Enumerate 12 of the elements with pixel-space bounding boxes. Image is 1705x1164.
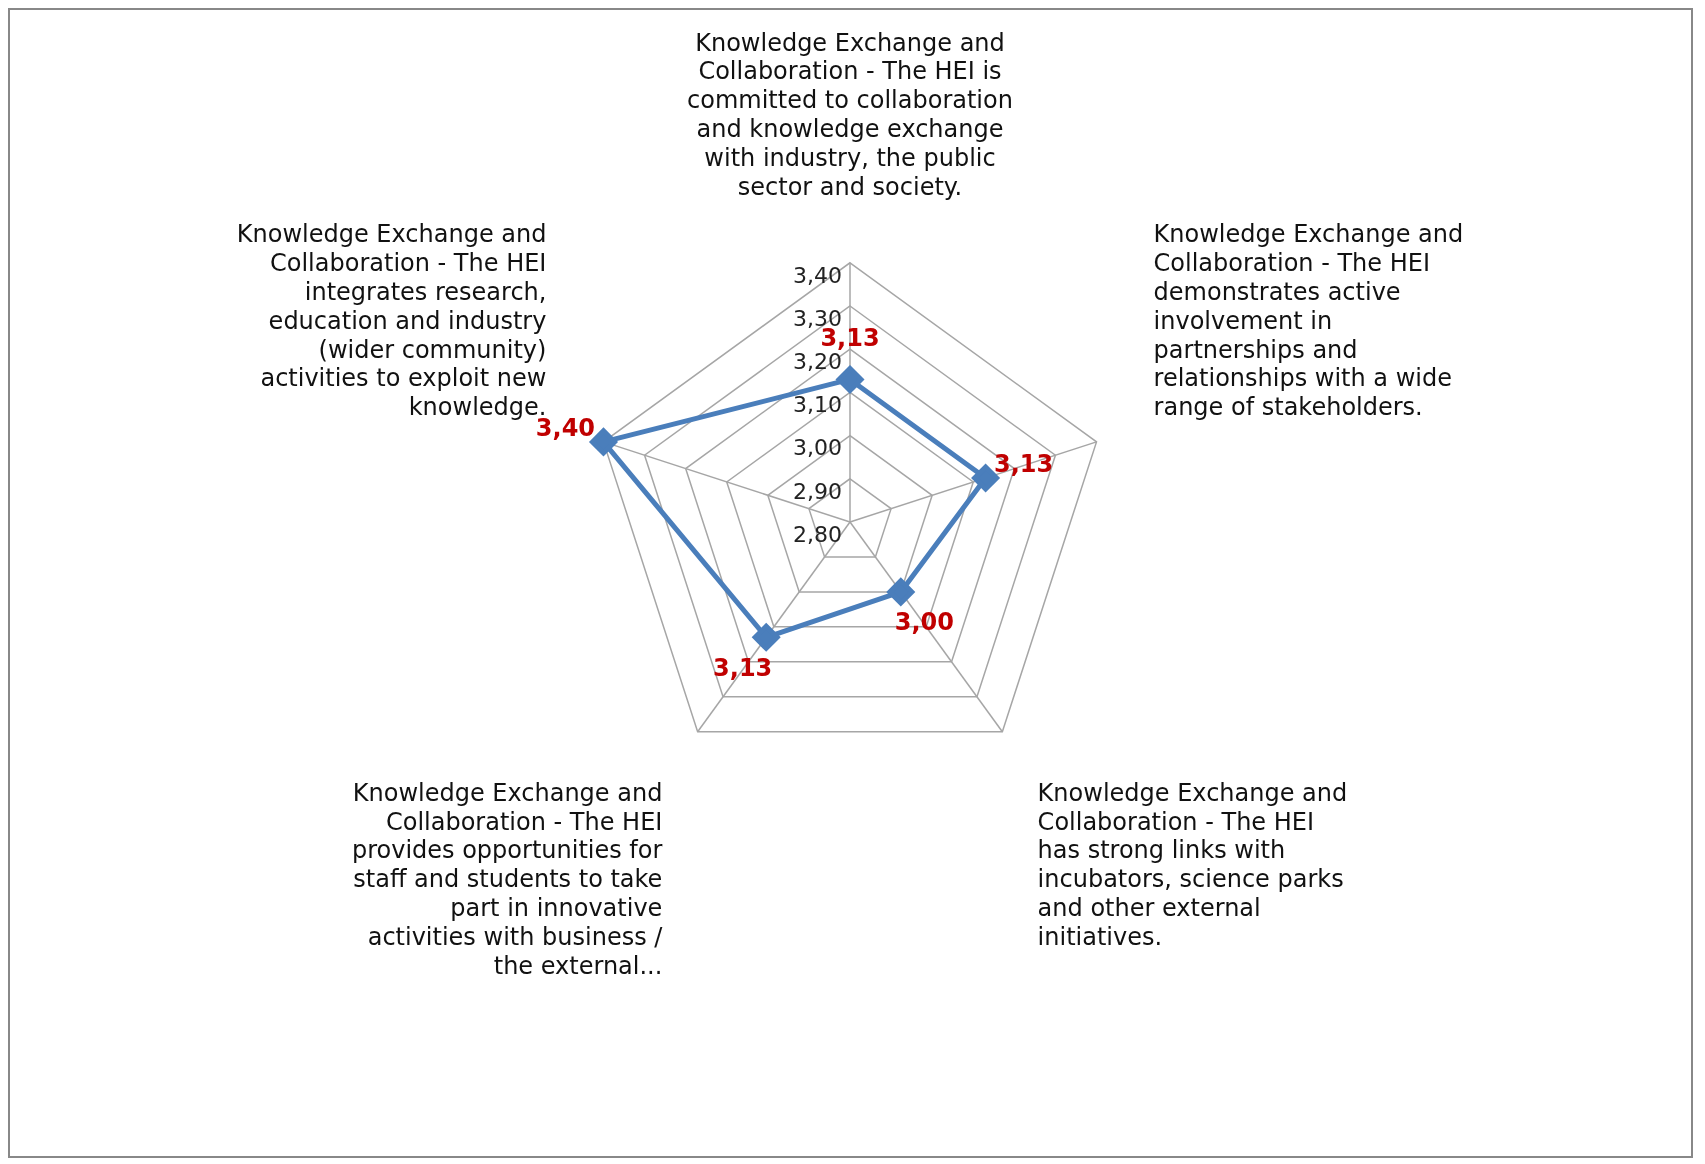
- spoke-label: Knowledge Exchange and Collaboration - The HEI provides opportunities for staff and students to take part in innovative activities with business / the external...: [351, 778, 664, 980]
- y-tick-label: 2,90: [793, 478, 842, 504]
- y-tick-label: 3,40: [793, 262, 842, 288]
- spoke-label: Knowledge Exchange and Collaboration - The HEI has strong links with incubators, science parks and other external initiatives.: [1037, 778, 1348, 951]
- data-label: 3,13: [713, 653, 773, 682]
- data-label: 3,00: [894, 608, 954, 637]
- spoke-label: Knowledge Exchange and Collaboration - The HEI demonstrates active involvement in partnerships and relationships with a wide range of stakeholders.: [1153, 220, 1464, 422]
- y-tick-label: 2,80: [793, 521, 842, 547]
- y-tick-label: 3,00: [793, 435, 842, 461]
- data-label: 3,13: [994, 449, 1054, 478]
- spoke-label: Knowledge Exchange and Collaboration - The HEI is committed to collaboration and knowledge exchange with industry, the public sector and society.: [687, 28, 1013, 201]
- y-tick-label: 3,10: [793, 392, 842, 418]
